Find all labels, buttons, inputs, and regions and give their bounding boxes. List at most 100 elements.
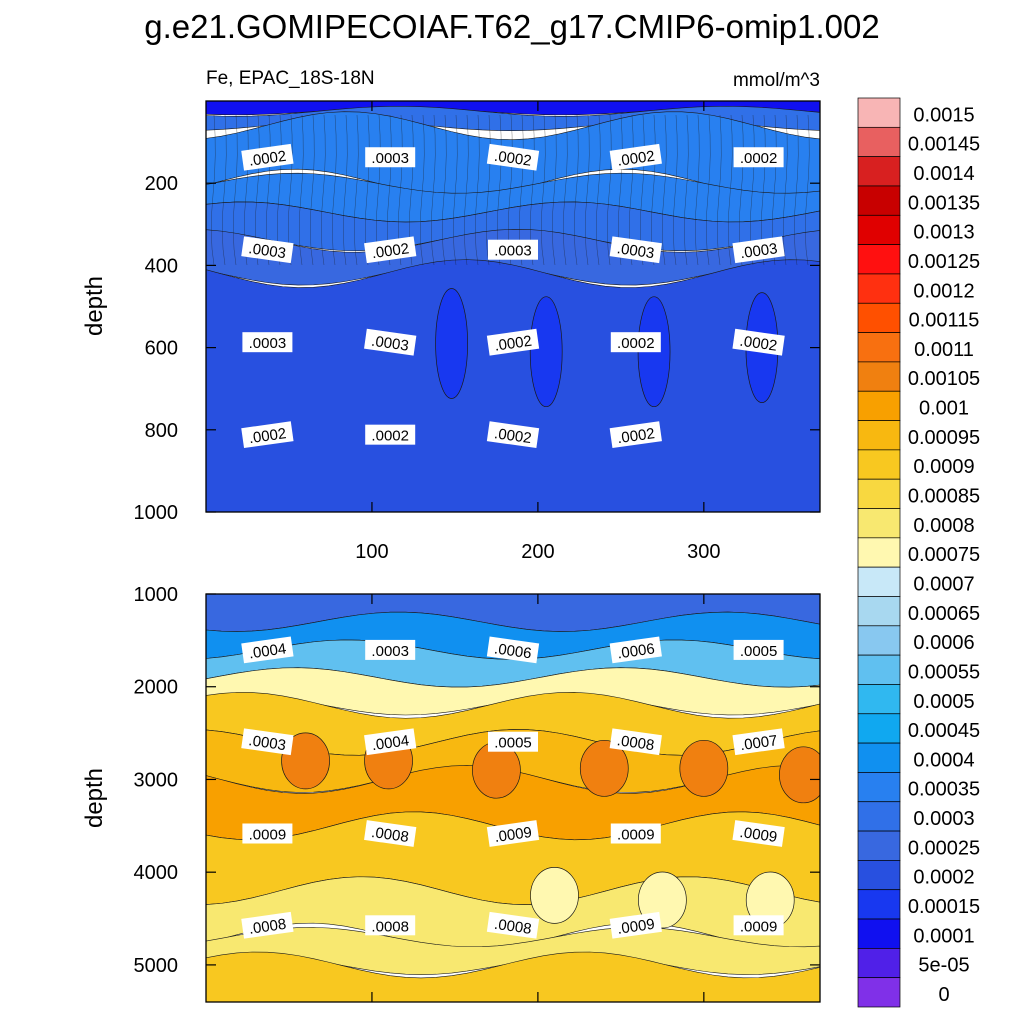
contour-line <box>584 114 590 266</box>
upper-units-label: mmol/m^3 <box>733 70 820 91</box>
colorbar-label: 0.00075 <box>908 544 980 566</box>
colorbar-label: 0.0014 <box>913 163 974 185</box>
colorbar-swatch <box>857 302 901 333</box>
contour-label: .0002 <box>486 328 540 356</box>
colorbar-label: 0.0009 <box>913 456 974 478</box>
contour-line <box>419 114 425 266</box>
contour-feature <box>435 288 468 399</box>
contour-label: .0009 <box>242 823 293 844</box>
colorbar-label: 0.0004 <box>913 749 974 771</box>
contour-label: .0003 <box>609 236 662 264</box>
y-tick-label: 1000 <box>134 584 179 606</box>
contour-label: .0002 <box>609 143 662 171</box>
colorbar-label: 5e-05 <box>918 955 969 977</box>
contour-label: .0004 <box>241 636 294 664</box>
lower-panel: .0004 .0003 .0006 .0006 .0005 .0003 .0004 .0005… <box>81 584 821 1003</box>
x-tick-label: 300 <box>687 541 720 563</box>
svg-text:.0002: .0002 <box>493 425 533 447</box>
colorbar-label: 0.0011 <box>914 339 974 361</box>
contour-label: .0009 <box>732 820 785 847</box>
colorbar-label: 0.00135 <box>908 192 980 214</box>
contour-label: .0006 <box>609 636 662 664</box>
y-tick-label: 600 <box>145 338 178 360</box>
contour-line <box>232 114 238 266</box>
contour-line <box>793 114 799 266</box>
y-tick-label: 5000 <box>134 955 179 977</box>
contour-feature <box>679 739 729 797</box>
svg-text:.0008: .0008 <box>371 918 409 935</box>
contour-line <box>562 114 568 266</box>
contour-label: .0003 <box>364 328 417 356</box>
svg-text:.0002: .0002 <box>739 333 779 355</box>
colorbar-swatch <box>857 126 901 157</box>
contour-line <box>727 114 733 266</box>
contour-label: .0002 <box>733 147 784 168</box>
contour-line <box>210 114 216 266</box>
contour-line <box>672 114 678 266</box>
contour-line <box>782 114 788 266</box>
colorbar-swatch <box>857 654 901 685</box>
colorbar-label: 0.00055 <box>908 661 980 683</box>
figure-title: g.e21.GOMIPECOIAF.T62_g17.CMIP6-omip1.00… <box>144 8 880 45</box>
colorbar-label: 0.0008 <box>913 515 974 537</box>
y-tick-label: 200 <box>145 173 178 195</box>
y-tick-label: 400 <box>145 255 178 277</box>
contour-line <box>441 114 447 266</box>
y-tick-label: 1000 <box>134 502 179 524</box>
svg-text:.0003: .0003 <box>371 643 409 660</box>
colorbar-label: 0.00145 <box>908 134 980 156</box>
contour-band <box>206 951 820 1002</box>
contour-line <box>353 114 359 266</box>
svg-text:.0003: .0003 <box>739 240 779 262</box>
svg-text:.0009: .0009 <box>739 824 779 846</box>
x-tick-label: 200 <box>521 541 554 563</box>
colorbar-swatch <box>857 889 901 920</box>
x-tick-label: 100 <box>355 541 388 563</box>
colorbar-swatch <box>857 684 901 715</box>
contour-feature <box>779 746 820 804</box>
contour-line <box>661 114 667 266</box>
svg-text:.0002: .0002 <box>248 148 288 170</box>
colorbar: 0.0015 0.00145 0.0014 0.00135 0.0013 0.00125 0… <box>857 97 980 1008</box>
upper-plot-area: .0002 .0003 .0002 .0002 .0002 .0003 .0002 .0003… <box>206 101 820 512</box>
contour-label: .0003 <box>488 239 538 260</box>
contour-label: .0002 <box>241 143 294 171</box>
svg-text:.0003: .0003 <box>371 150 409 167</box>
colorbar-label: 0 <box>938 984 949 1006</box>
contour-line <box>298 114 304 266</box>
svg-text:.0009: .0009 <box>617 827 655 844</box>
upper-variable-label: Fe, EPAC_18S-18N <box>206 68 375 89</box>
contour-label: .0003 <box>241 236 294 264</box>
svg-text:.0009: .0009 <box>740 918 778 935</box>
colorbar-label: 0.0013 <box>913 222 974 244</box>
colorbar-label: 0.001 <box>919 398 969 420</box>
svg-text:.0003: .0003 <box>249 335 287 352</box>
lower-plot-frame <box>205 593 821 1003</box>
colorbar-swatch <box>857 713 901 744</box>
svg-text:.0002: .0002 <box>248 425 288 447</box>
colorbar-swatch <box>857 918 901 949</box>
svg-text:.0009: .0009 <box>616 916 656 938</box>
contour-line <box>551 114 557 266</box>
contour-band <box>206 259 820 512</box>
upper-plot-frame <box>205 100 821 513</box>
y-tick-label: 800 <box>145 420 178 442</box>
y-tick-label: 2000 <box>134 677 179 699</box>
colorbar-swatch <box>857 830 901 861</box>
colorbar-label: 0.00025 <box>908 837 980 859</box>
svg-text:.0005: .0005 <box>494 735 532 752</box>
svg-text:.0003: .0003 <box>494 243 532 260</box>
contour-label: .0005 <box>733 639 784 660</box>
svg-text:.0002: .0002 <box>617 335 655 352</box>
contour-line <box>606 114 612 266</box>
colorbar-label: 0.00125 <box>908 251 980 273</box>
contour-label: .0002 <box>486 421 540 449</box>
svg-text:.0004: .0004 <box>248 640 288 662</box>
colorbar-swatch <box>857 860 901 891</box>
svg-text:.0008: .0008 <box>370 824 410 846</box>
contour-feature <box>530 867 579 924</box>
contour-label: .0003 <box>365 147 416 168</box>
colorbar-swatch <box>857 244 901 275</box>
svg-text:.0002: .0002 <box>616 148 656 170</box>
